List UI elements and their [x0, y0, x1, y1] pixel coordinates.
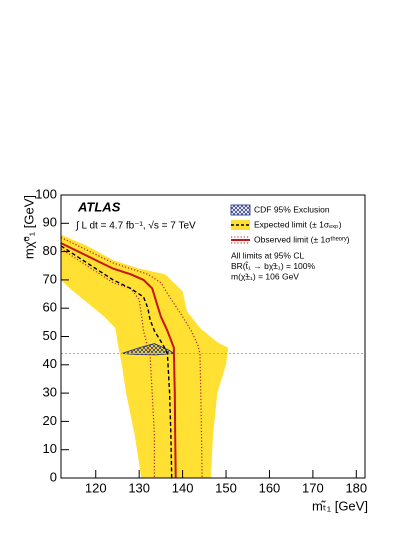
y-tick-label: 10 — [43, 441, 57, 456]
annotation: m(χ̃±₁) = 106 GeV — [231, 271, 299, 281]
annotation: All limits at 95% CL — [231, 250, 304, 260]
legend-entry: CDF 95% Exclusion — [230, 204, 330, 216]
legend-symbol — [230, 204, 251, 216]
x-tick-label: 160 — [259, 480, 281, 495]
legend-label: Observed limit (± 1σᵗʰᵉᵒʳʸ) — [254, 234, 350, 244]
x-tick-label: 180 — [345, 480, 367, 495]
y-tick-label: 40 — [43, 356, 57, 371]
x-tick-label: 170 — [302, 480, 324, 495]
y-tick-label: 50 — [43, 328, 57, 343]
x-tick-label: 140 — [172, 480, 194, 495]
plot-area — [60, 234, 365, 479]
y-axis-label: mχ̃⁰₁ [GeV] — [21, 195, 36, 259]
limit-curve — [60, 248, 155, 478]
legend-label: CDF 95% Exclusion — [254, 204, 330, 214]
annotation: BR(t̃₁ → bχ̃±₁) = 100% — [231, 261, 316, 271]
legend-entry: Observed limit (± 1σᵗʰᵉᵒʳʸ) — [231, 234, 350, 244]
y-tick-label: 60 — [43, 300, 57, 315]
subtitle: ∫ L dt = 4.7 fb⁻¹, √s = 7 TeV — [75, 220, 196, 232]
x-tick-label: 120 — [85, 480, 107, 495]
legend-entry: Expected limit (± 1σₑₓₚ) — [231, 219, 342, 230]
x-axis-label: mₜ̃₁ [GeV] — [312, 498, 368, 513]
limit-curve — [60, 242, 177, 479]
legend-symbol — [231, 220, 250, 230]
limit-curve — [60, 245, 173, 479]
x-tick-label: 150 — [215, 480, 237, 495]
y-tick-label: 100 — [35, 186, 57, 201]
expected-band — [61, 234, 229, 478]
legend-label: Expected limit (± 1σₑₓₚ) — [254, 219, 342, 229]
y-tick-label: 80 — [43, 243, 57, 258]
y-tick-label: 70 — [43, 271, 57, 286]
limit-curve — [60, 236, 203, 479]
y-tick-label: 0 — [50, 469, 57, 484]
x-tick-label: 130 — [128, 480, 150, 495]
chart-title: ATLAS — [77, 199, 121, 214]
y-tick-label: 30 — [43, 385, 57, 400]
y-tick-label: 20 — [43, 413, 57, 428]
y-tick-label: 90 — [43, 215, 57, 230]
